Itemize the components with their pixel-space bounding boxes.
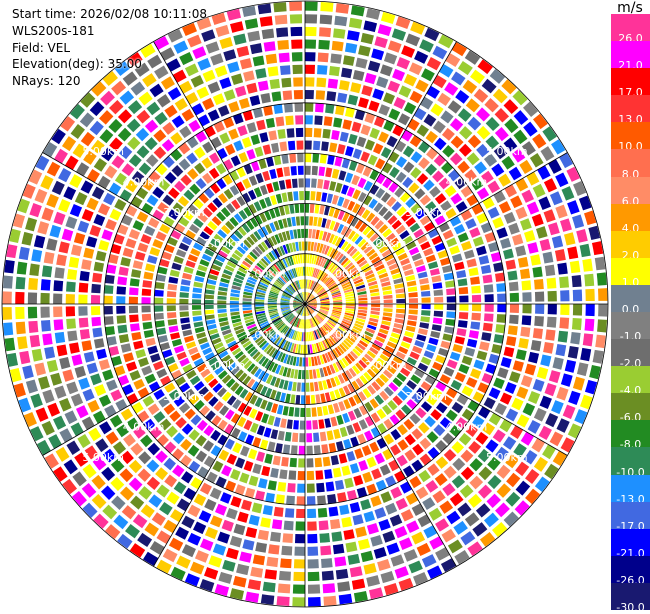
velocity-gates (2, 1, 608, 607)
range-label: 2.00km (203, 359, 245, 372)
colorbar-swatch (611, 95, 650, 123)
range-label: 5.00km (486, 451, 528, 464)
colorbar-label: -30.0 (616, 601, 645, 614)
azimuth-line (304, 303, 568, 456)
range-label: 4.00km (446, 176, 488, 189)
colorbar-unit: m/s (617, 0, 643, 16)
colorbar-swatch (611, 257, 650, 286)
colorbar-swatch (611, 393, 650, 421)
range-label: 4.00km (123, 420, 165, 433)
range-label: 1.00km (325, 329, 367, 342)
range-label: 2.00km (365, 237, 407, 250)
range-label: 1.00km (244, 267, 286, 280)
colorbar-swatch (611, 41, 650, 69)
range-label: 2.00km (203, 237, 245, 250)
start-time-text: Start time: 2026/02/08 10:11:08 (12, 7, 207, 21)
colorbar-swatch (611, 366, 650, 394)
azimuth-line (304, 152, 568, 305)
nrays-text: NRays: 120 (12, 74, 81, 89)
azimuth-line (304, 41, 457, 305)
range-label: 3.00km (405, 206, 447, 219)
azimuth-line (153, 41, 306, 305)
range-label: 1.00km (244, 329, 286, 342)
range-label: 3.00km (405, 390, 447, 403)
azimuth-line (42, 152, 306, 305)
range-label: 3.00km (163, 206, 205, 219)
colorbar-swatch (611, 420, 650, 448)
velocity-colorbar: 26.0 21.0 17.0 13.0 10.0 8.0 6.0 4.0 2.0 1.0 0.0 -1… (611, 14, 650, 614)
colorbar-swatch (611, 68, 650, 96)
colorbar-swatch (611, 230, 650, 259)
colorbar-swatch (611, 582, 650, 611)
range-label: 4.00km (446, 420, 488, 433)
colorbar-swatch (611, 528, 650, 557)
elevation-text: Elevation(deg): 35.00 (12, 57, 142, 72)
colorbar-swatch (611, 339, 650, 367)
range-label: 3.00km (163, 390, 205, 403)
range-label: 5.00km (82, 145, 124, 158)
scan-info-panel: Start time: 2026/02/08 10:11:08 WLS200s-… (12, 6, 207, 90)
colorbar-swatch (611, 149, 650, 178)
colorbar-swatch (611, 474, 650, 503)
colorbar-swatch (611, 203, 650, 232)
azimuth-line (153, 303, 306, 567)
range-label: 4.00km (123, 176, 165, 189)
range-label: 5.00km (82, 451, 124, 464)
range-label: 1.00km (325, 267, 367, 280)
range-label: 2.00km (365, 359, 407, 372)
colorbar-swatch (611, 501, 650, 530)
colorbar-swatch (611, 312, 650, 340)
colorbar-swatch (611, 122, 650, 150)
range-label: 5.00km (486, 145, 528, 158)
colorbar-swatch (611, 447, 650, 476)
field-text: Field: VEL (12, 40, 71, 55)
colorbar-swatch (611, 555, 650, 584)
colorbar-swatch (611, 176, 650, 205)
colorbar-swatch (611, 14, 650, 42)
ppi-radar-plot: 1.00km 1.00km 1.00km 1.00km 2.00km 2.00km 2.00… (1, 0, 609, 608)
azimuth-line (304, 303, 457, 567)
colorbar-swatch (611, 284, 650, 313)
instrument-text: WLS200s-181 (12, 23, 95, 38)
azimuth-line (42, 303, 306, 456)
